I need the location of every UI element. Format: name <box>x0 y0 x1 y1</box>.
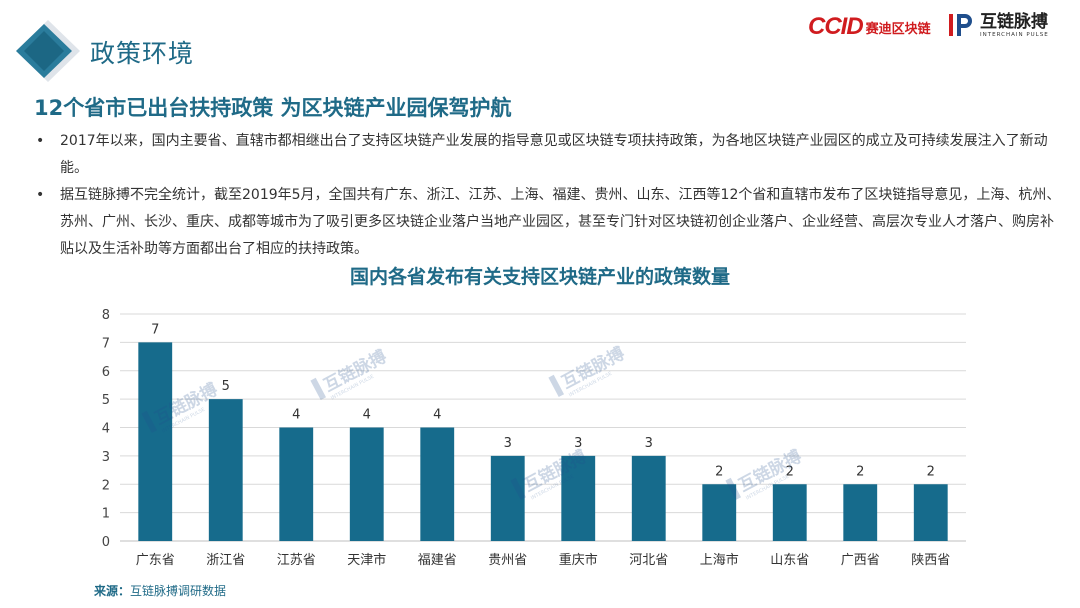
bullet-list: 2017年以来，国内主要省、直辖市都相继出台了支持区块链产业发展的指导意见或区块… <box>36 128 1066 263</box>
bullet-item: 据互链脉搏不完全统计，截至2019年5月，全国共有广东、浙江、江苏、上海、福建、… <box>36 182 1066 263</box>
interchain-pulse-logo-icon <box>949 14 972 36</box>
y-tick-label: 7 <box>102 336 110 351</box>
interchain-pulse-logo-name: 互链脉搏 <box>980 11 1048 32</box>
bar <box>631 455 666 541</box>
data-label: 2 <box>856 464 864 479</box>
bar <box>490 455 525 541</box>
bar <box>843 484 878 541</box>
x-tick-label: 山东省 <box>770 553 809 568</box>
y-tick-label: 3 <box>102 450 110 465</box>
x-tick-label: 陕西省 <box>911 553 950 568</box>
data-label: 7 <box>151 322 159 337</box>
ccid-logo: CCID 赛迪区块链 <box>808 12 931 42</box>
y-tick-label: 1 <box>102 507 110 522</box>
x-tick-label: 重庆市 <box>559 552 598 568</box>
chart-title: 国内各省发布有关支持区块链产业的政策数量 <box>349 266 730 288</box>
x-tick-label: 江苏省 <box>277 552 316 568</box>
data-label: 2 <box>786 464 794 479</box>
interchain-pulse-logo-en: INTERCHAIN PULSE <box>980 31 1049 38</box>
data-label: 3 <box>504 436 512 451</box>
data-label: 4 <box>433 408 441 423</box>
bar-chart: 0 1 2 3 4 5 6 7 8 7 广东省 5 浙江省 4 江苏省 4 天津市 4 福建省 3 贵州省 3 重庆市 3 河北… <box>102 308 966 568</box>
x-tick-label: 福建省 <box>418 553 457 568</box>
interchain-pulse-logo: 互链脉搏 INTERCHAIN PULSE <box>946 10 1049 40</box>
bullet-item: 2017年以来，国内主要省、直辖市都相继出台了支持区块链产业发展的指导意见或区块… <box>36 128 1066 182</box>
y-tick-label: 0 <box>102 535 110 550</box>
watermark-logo-icon <box>548 374 565 398</box>
header-diamond-icon <box>16 20 80 82</box>
x-tick-label: 河北省 <box>629 553 668 568</box>
source-note: 来源：互链脉搏调研数据 <box>94 582 226 599</box>
data-label: 4 <box>292 408 300 423</box>
bar <box>349 427 384 541</box>
y-tick-label: 8 <box>102 308 110 323</box>
bar <box>208 399 243 541</box>
x-tick-label: 上海市 <box>700 552 739 568</box>
data-label: 4 <box>363 408 371 423</box>
data-label: 2 <box>715 464 723 479</box>
source-text: 互链脉搏调研数据 <box>130 584 227 598</box>
bar <box>279 427 314 541</box>
ccid-logo-mark: CCID <box>808 13 864 40</box>
data-label: 2 <box>927 464 935 479</box>
data-label: 3 <box>574 436 582 451</box>
bar <box>138 342 173 541</box>
y-tick-label: 4 <box>102 422 110 437</box>
x-tick-label: 浙江省 <box>206 553 245 568</box>
ccid-logo-text: 赛迪区块链 <box>865 21 931 37</box>
section-title: 政策环境 <box>90 39 195 68</box>
y-tick-label: 5 <box>102 393 110 408</box>
bar <box>420 427 455 541</box>
x-tick-label: 广西省 <box>841 553 880 568</box>
bar <box>561 455 596 541</box>
x-tick-label: 广东省 <box>136 553 175 568</box>
x-tick-label: 天津市 <box>347 552 386 568</box>
bar <box>913 484 948 541</box>
source-label: 来源： <box>94 584 131 598</box>
x-tick-label: 贵州省 <box>488 553 527 568</box>
y-tick-label: 6 <box>102 365 110 380</box>
data-label: 3 <box>645 436 653 451</box>
bar <box>702 484 737 541</box>
watermark-logo-icon <box>510 477 527 501</box>
watermark-logo-icon <box>725 477 742 501</box>
y-tick-label: 2 <box>102 478 110 493</box>
watermark-logo-icon <box>310 377 327 401</box>
data-label: 5 <box>222 379 230 394</box>
headline: 12个省市已出台扶持政策 为区块链产业园保驾护航 <box>34 96 512 120</box>
watermark-logo-icon <box>141 410 158 434</box>
bar <box>772 484 807 541</box>
